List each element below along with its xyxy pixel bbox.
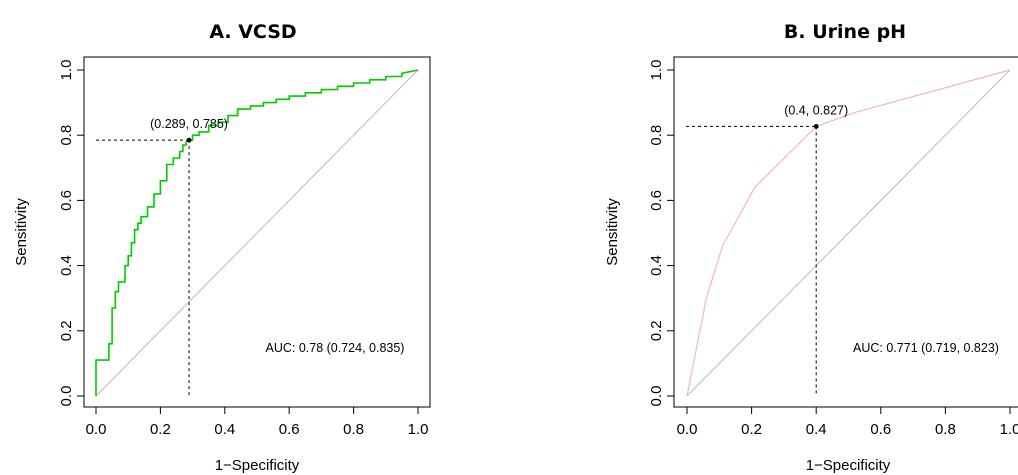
cutoff-point-label: (0.289, 0.785) (150, 117, 228, 131)
y-tick-label: 1.0 (648, 60, 665, 81)
auc-annotation: AUC: 0.771 (0.719, 0.823) (853, 341, 999, 355)
roc-curve (95, 69, 419, 396)
x-tick-label: 0.0 (86, 421, 107, 438)
y-tick-label: 0.4 (58, 255, 75, 276)
x-tick-label: 0.2 (150, 421, 171, 438)
y-tick-label: 0.6 (58, 190, 75, 211)
diagonal-reference-line (686, 69, 1011, 397)
x-tick-label: 0.6 (870, 421, 891, 438)
y-tick-label: 0.8 (648, 125, 665, 146)
x-tick-label: 0.6 (279, 421, 300, 438)
x-tick-label: 0.2 (741, 421, 762, 438)
y-tick-label: 0.8 (58, 125, 75, 146)
panel-a-vcsd: A. VCSD 0.0 0.2 0.4 0.6 0.8 1.0 0.0 0.2 0.4 0.6 0.… (13, 21, 431, 474)
x-tick-label: 0.4 (214, 421, 235, 438)
y-axis-label: Sensitivity (604, 198, 621, 266)
x-tick-label: 0.8 (343, 421, 364, 438)
x-tick-label: 1.0 (1000, 421, 1018, 438)
cutoff-point-label: (0.4, 0.827) (784, 103, 848, 117)
plot-frame (83, 56, 431, 408)
cutoff-point (186, 137, 192, 143)
y-tick-label: 0.2 (58, 320, 75, 341)
y-tick-label: 0.0 (58, 386, 75, 407)
diagonal-reference-line (95, 69, 419, 397)
panel-b-urine-ph: B. Urine pH 0.0 0.2 0.4 0.6 0.8 1.0 0.0 0.2 0.4 0… (604, 21, 1018, 474)
x-axis-label: 1−Specificity (215, 457, 300, 474)
y-tick-label: 0.6 (648, 190, 665, 211)
x-tick-label: 0.8 (935, 421, 956, 438)
roc-curve (686, 69, 1011, 397)
y-tick-label: 1.0 (58, 60, 75, 81)
chart-title: A. VCSD (209, 21, 296, 43)
chart-title: B. Urine pH (784, 21, 906, 43)
y-tick-label: 0.4 (648, 255, 665, 276)
y-axis-label: Sensitivity (13, 198, 30, 266)
y-tick-label: 0.2 (648, 320, 665, 341)
plot-frame (673, 56, 1018, 408)
x-tick-label: 0.0 (677, 421, 698, 438)
x-axis-label: 1−Specificity (806, 457, 891, 474)
cutoff-point (813, 123, 819, 129)
x-tick-label: 0.4 (806, 421, 827, 438)
x-tick-label: 1.0 (408, 421, 429, 438)
y-tick-label: 0.0 (648, 386, 665, 407)
auc-annotation: AUC: 0.78 (0.724, 0.835) (266, 341, 405, 355)
